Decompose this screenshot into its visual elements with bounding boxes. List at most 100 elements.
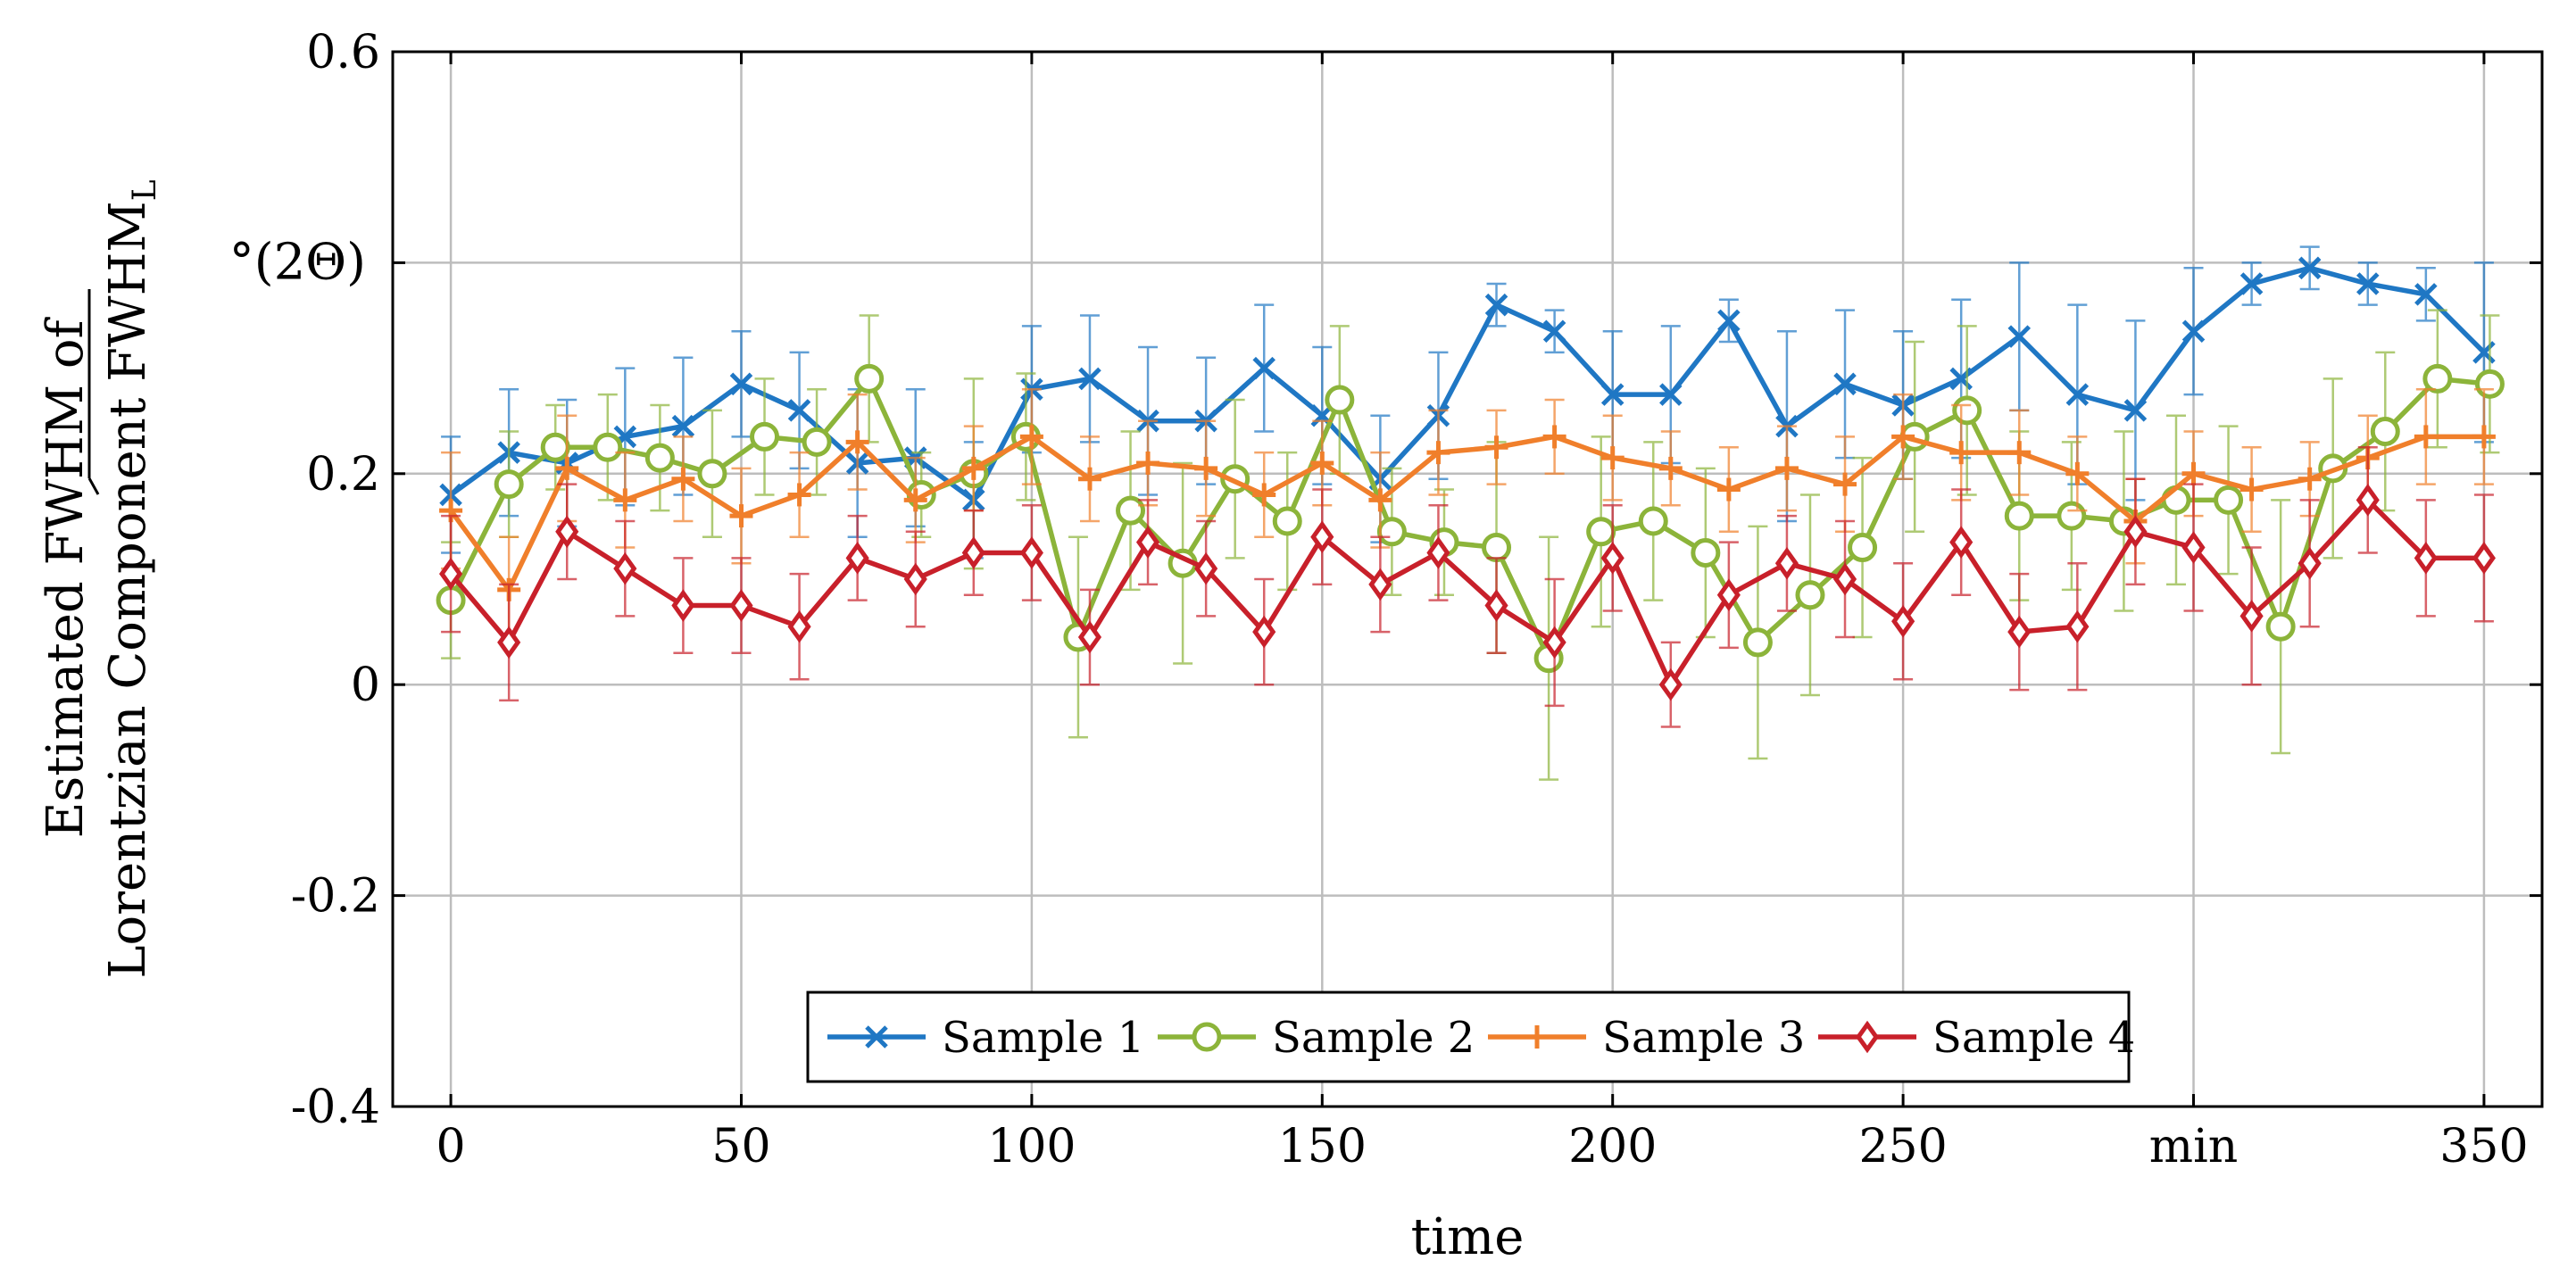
series-group (436, 245, 2505, 781)
data-point (697, 459, 727, 489)
data-point (2065, 461, 2090, 485)
data-point (2422, 363, 2453, 394)
legend-label: Sample 2 (1272, 1013, 1475, 1063)
data-point (593, 432, 623, 462)
data-point (2161, 485, 2191, 515)
data-point (1833, 472, 1857, 496)
data-point (497, 626, 521, 659)
data-point (1252, 356, 1276, 380)
data-point (2123, 515, 2148, 549)
data-point (1310, 520, 1334, 554)
x-tick-label: min (2149, 1120, 2238, 1173)
data-point (1691, 537, 1721, 568)
series-line (449, 265, 2486, 503)
legend-entry: Sample 4 (1818, 1013, 2135, 1063)
data-point (1116, 495, 1146, 526)
x-tick-label: 200 (1568, 1120, 1657, 1173)
data-point (1658, 667, 1683, 701)
data-point (1077, 467, 1101, 491)
data-point (1135, 526, 1160, 559)
series-line (448, 497, 2484, 687)
legend-entry: Sample 3 (1488, 1013, 1805, 1063)
data-point (1600, 542, 1625, 575)
data-point (903, 562, 927, 596)
legend-entry: Sample 1 (827, 1013, 1144, 1063)
data-point (1019, 425, 1043, 449)
data-point (2265, 611, 2296, 642)
data-point (2414, 542, 2438, 575)
x-tick-label: 50 (711, 1120, 770, 1173)
data-point (1194, 456, 1218, 480)
y-tick-label: 0 (351, 659, 380, 712)
data-point (2356, 272, 2380, 295)
data-point (845, 430, 869, 454)
data-point (787, 399, 811, 422)
data-point (1194, 551, 1218, 585)
series-4 (439, 446, 2496, 728)
data-point (2474, 369, 2505, 399)
y-tick-label: -0.2 (291, 870, 380, 924)
data-point (613, 551, 637, 585)
data-point (2414, 283, 2438, 306)
data-point (644, 443, 675, 473)
data-point (1484, 589, 1508, 622)
series-line (448, 376, 2490, 661)
y-axis-label-line1: Estimated FWHM of (37, 316, 95, 838)
axis-ticks: 0 50 100 150 200 250 min 350 0.6 0.2 0 -0.2 -0.4 (291, 26, 2542, 1173)
data-point (540, 432, 570, 462)
data-point (1136, 451, 1160, 475)
data-point (2239, 477, 2264, 502)
data-point (1484, 293, 1508, 317)
data-point (1658, 456, 1683, 480)
data-point (2239, 272, 2264, 295)
y-tick-label: 0.2 (306, 448, 380, 502)
data-point (1659, 383, 1683, 406)
y-tick-label: 0.6 (306, 26, 380, 79)
legend-label: Sample 4 (1932, 1013, 2135, 1063)
data-point (1600, 383, 1625, 406)
legend-label: Sample 1 (942, 1013, 1144, 1063)
data-point (2298, 467, 2322, 491)
y-axis-unit-label: °(2Θ) (229, 233, 366, 291)
data-point (1542, 319, 1566, 343)
data-point (2356, 484, 2380, 517)
data-point (613, 488, 637, 512)
data-point (1949, 441, 1974, 465)
data-point (1484, 435, 1508, 460)
x-tick-label: 0 (436, 1120, 466, 1173)
data-point (1542, 425, 1566, 449)
data-point (1078, 367, 1101, 391)
data-point (494, 469, 524, 500)
legend-entry: Sample 2 (1158, 1013, 1475, 1063)
data-point (2123, 399, 2148, 422)
data-point (854, 363, 885, 394)
data-point (1716, 477, 1741, 502)
y-axis-label-line2-text: Lorentzian Component FWHM (99, 201, 157, 978)
data-point (2298, 546, 2322, 580)
legend: Sample 1 Sample 2 Sample 3 Sample 4 (806, 991, 2135, 1083)
data-point (439, 557, 463, 591)
data-point (2472, 542, 2496, 575)
data-point (2472, 425, 2496, 449)
data-point (1833, 372, 1857, 396)
plot-frame (391, 50, 2544, 1108)
data-point (1774, 546, 1799, 580)
data-point (729, 589, 753, 622)
data-point (1368, 488, 1392, 512)
data-point (802, 427, 832, 457)
data-point (1252, 483, 1276, 507)
data-point (1426, 441, 1450, 465)
legend-label: Sample 3 (1602, 1013, 1805, 1063)
legend-marker (1855, 1020, 1880, 1054)
data-point (1742, 627, 1773, 658)
y-axis-label: Estimated FWHM of Lorentzian Component F… (37, 179, 163, 978)
data-point (2214, 485, 2244, 515)
data-point (1542, 626, 1566, 659)
data-point (729, 372, 753, 396)
data-point (1368, 568, 1392, 601)
data-point (1376, 517, 1407, 547)
data-point (2057, 501, 2087, 531)
data-point (1019, 536, 1043, 569)
data-point (2414, 425, 2438, 449)
